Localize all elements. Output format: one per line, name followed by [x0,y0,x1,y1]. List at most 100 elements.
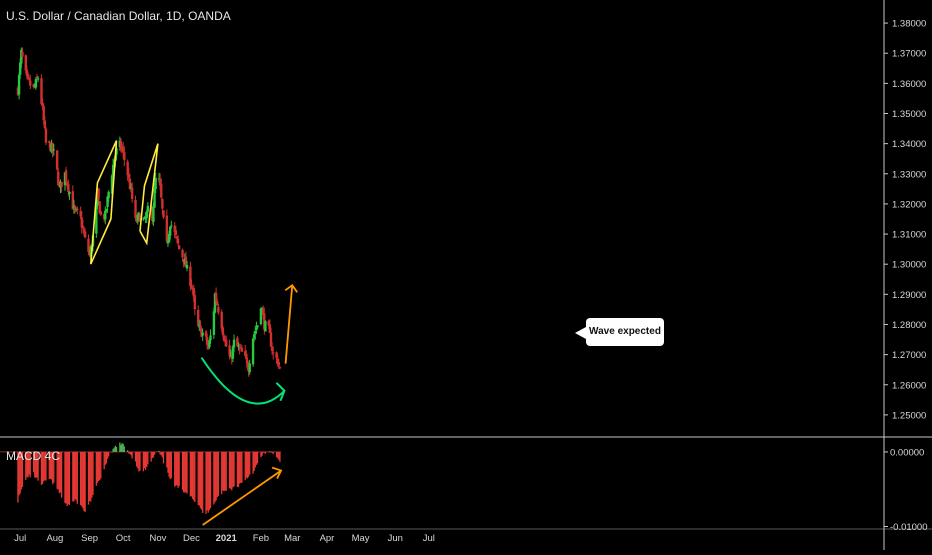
expected-move-arrow [284,285,294,364]
time-axis-label: Apr [320,533,335,544]
candle-body [167,233,171,243]
candle-body [35,77,39,79]
candle-body [67,184,70,193]
chart-title: U.S. Dollar / Canadian Dollar, 1D, OANDA [6,9,231,23]
candle-body [24,55,27,71]
candle-body [32,84,35,87]
time-axis-label: May [352,533,370,544]
macd-axis-label: -0.01000 [890,522,928,533]
candle-body [204,331,208,337]
candle-body [48,141,51,143]
candle-body [64,170,68,182]
candle-body [134,199,137,219]
candle-body [222,335,226,341]
candle-body [214,293,218,301]
time-axis-label: Jul [14,533,26,544]
expected-move-arrowhead [284,284,298,293]
candle-body [213,293,217,313]
candle-body [130,187,134,200]
candle-body [269,332,273,347]
candle-body [201,332,204,336]
candle-body [161,198,164,209]
candle-body [27,78,31,80]
candle-body [20,49,23,64]
candle-body [128,178,132,189]
candle-body [73,206,77,209]
price-axis-label: 1.38000 [892,19,926,30]
price-axis-label: 1.32000 [892,199,926,210]
candle-body [17,74,21,95]
macd-indicator-label: MACD 4C [6,449,61,463]
candle-body [254,331,257,334]
candle-body [81,225,85,229]
candle-body [217,307,220,313]
price-axis-label: 1.26000 [892,380,926,391]
candle-body [137,213,141,217]
candle-body [259,308,263,325]
candle-body [185,265,189,269]
candle-body [57,171,60,186]
time-axis-label: Nov [149,533,166,544]
candle-body [240,347,244,352]
candle-body [236,337,239,347]
candle-body [21,51,24,57]
candle-body [205,337,209,346]
candle-body [68,191,71,195]
candle-body [209,335,212,341]
candle-body [225,339,228,347]
price-axis-label: 1.25000 [892,410,926,421]
candle-body [41,104,44,107]
candle-body [270,347,274,351]
candle-body [169,226,172,236]
candle-body [192,287,195,297]
price-axis-label: 1.28000 [892,320,926,331]
candle-body [60,181,63,187]
price-axis-label: 1.33000 [892,169,926,180]
candle-body [107,191,110,199]
candle-body [228,345,231,356]
candle-body [98,201,101,214]
candle-body [260,308,264,310]
candle-body [123,152,126,160]
candle-body [190,284,193,288]
candle-body [176,238,180,244]
candle-body [181,249,184,258]
candle-body [189,266,192,287]
candle-body [248,363,251,373]
candle-body [276,358,279,365]
candle-body [246,360,249,368]
price-axis-label: 1.27000 [892,350,926,361]
candle-body [158,178,162,186]
candle-body [66,182,69,186]
candle-body [105,209,108,212]
price-axis-label: 1.31000 [892,230,926,241]
candle-body [89,246,92,257]
candle-body [80,217,83,228]
time-axis-label: Sep [81,533,98,544]
candle-body [127,174,130,178]
candle-body [142,218,145,220]
candle-body [160,183,163,198]
candle-body [95,203,98,234]
candle-body [79,211,82,217]
candle-body [197,309,200,326]
rounding-bottom-arc [200,357,286,405]
candle-body [221,327,225,335]
candle-body [153,188,156,208]
candle-body [173,225,176,232]
wave-expected-callout: Wave expected [575,318,664,346]
candle-body [135,219,138,222]
candle-body [42,106,45,121]
candle-body [244,351,247,356]
candle-body [251,338,255,365]
candle-body [166,241,170,244]
candle-body [36,78,40,80]
candle-body [237,346,240,348]
candle-body [162,210,165,218]
candle-body [145,211,148,219]
candle-body [255,327,258,330]
candle-body [99,211,103,215]
candle-body [200,328,203,337]
candle-body [231,346,235,359]
